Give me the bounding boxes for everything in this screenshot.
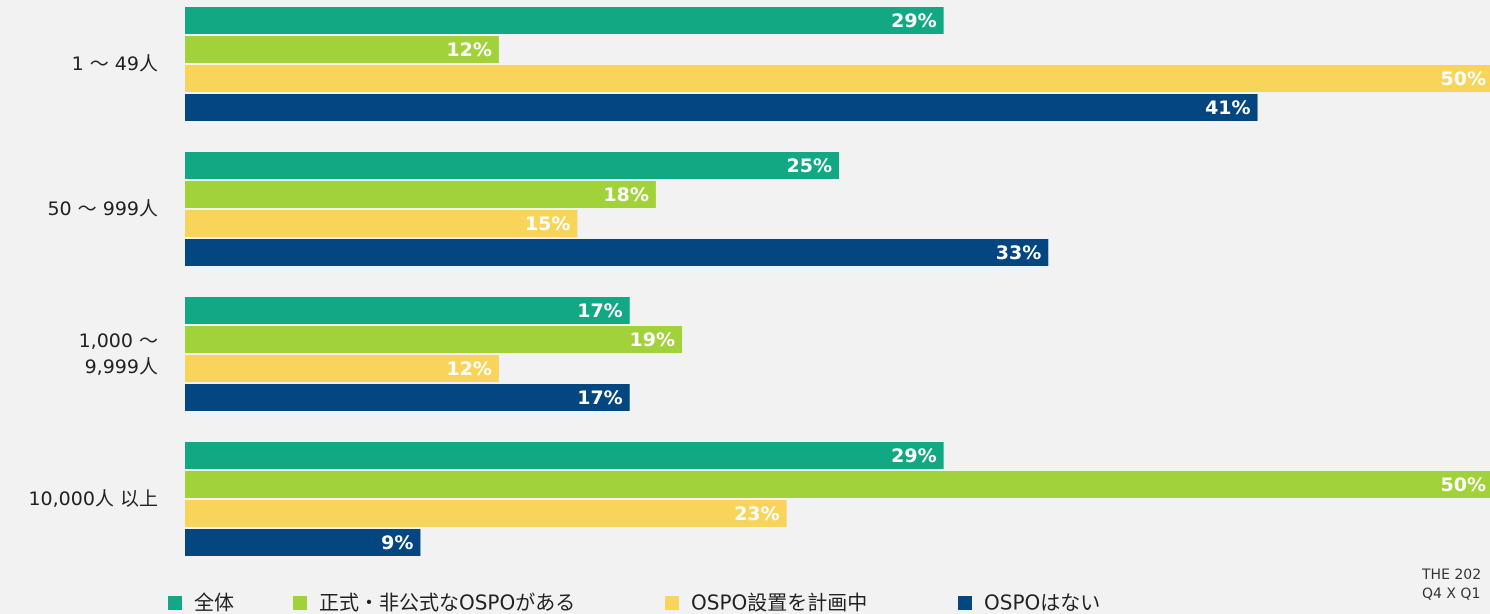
legend-swatch: [168, 596, 182, 610]
bar: [185, 442, 944, 469]
data-label: 9%: [381, 532, 413, 554]
legend-label: 正式・非公式なOSPOがある: [319, 591, 575, 614]
bar: [185, 297, 630, 324]
data-label: 41%: [1205, 97, 1250, 119]
bar: [185, 355, 499, 382]
bar: [185, 65, 1490, 92]
legend-label: 全体: [194, 591, 234, 614]
data-label: 17%: [577, 387, 622, 409]
data-label: 17%: [577, 300, 622, 322]
bar: [185, 471, 1490, 498]
data-label: 23%: [734, 503, 779, 525]
footnote: Q4 X Q1: [1422, 586, 1481, 602]
data-label: 19%: [630, 329, 675, 351]
data-label: 25%: [787, 155, 832, 177]
category-label: 1 〜 49人: [71, 53, 158, 75]
footnote: THE 202: [1422, 567, 1482, 583]
data-label: 18%: [603, 184, 648, 206]
data-label: 50%: [1441, 474, 1486, 496]
bar: [185, 529, 421, 556]
data-label: 12%: [446, 39, 491, 61]
legend-label: OSPOはない: [984, 591, 1100, 614]
bar: [185, 36, 499, 63]
category-label: 50 〜 999人: [47, 198, 158, 220]
bar: [185, 181, 656, 208]
bar: [185, 239, 1049, 266]
legend-swatch: [665, 596, 679, 610]
legend-label: OSPO設置を計画中: [691, 591, 867, 614]
legend-swatch: [293, 596, 307, 610]
bar: [185, 152, 839, 179]
category-label: 10,000人 以上: [28, 488, 158, 510]
data-label: 33%: [996, 242, 1041, 264]
data-label: 15%: [525, 213, 570, 235]
data-label: 29%: [891, 10, 936, 32]
bar: [185, 94, 1258, 121]
legend-swatch: [958, 596, 972, 610]
bar: [185, 7, 944, 34]
data-label: 50%: [1441, 68, 1486, 90]
bar: [185, 326, 683, 353]
category-label: 1,000 〜 9,999人: [78, 330, 158, 378]
bar: [185, 210, 578, 237]
bar: [185, 500, 787, 527]
bar: [185, 384, 630, 411]
data-label: 29%: [891, 445, 936, 467]
data-label: 12%: [446, 358, 491, 380]
